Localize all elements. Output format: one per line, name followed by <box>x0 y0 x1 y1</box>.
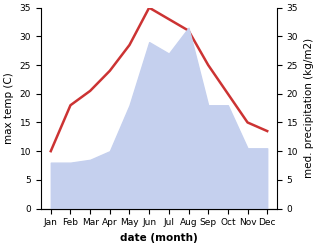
Y-axis label: med. precipitation (kg/m2): med. precipitation (kg/m2) <box>304 38 314 178</box>
Y-axis label: max temp (C): max temp (C) <box>4 72 14 144</box>
X-axis label: date (month): date (month) <box>120 233 198 243</box>
